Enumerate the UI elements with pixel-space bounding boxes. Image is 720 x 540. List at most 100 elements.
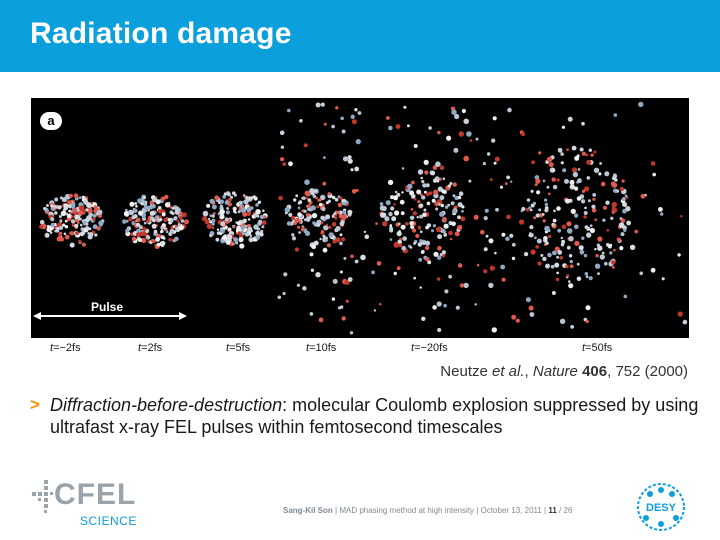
atom-dot [65,212,69,216]
atom-dot [614,178,618,182]
atom-dot [83,199,89,205]
atom-dot [73,193,79,198]
atom-dot [163,217,168,223]
atom-dot [554,262,560,268]
atom-dot [399,199,405,205]
atom-dot [168,238,172,242]
atom-dot [136,222,140,227]
atom-dot [384,216,390,222]
atom-dot [219,214,225,220]
atom-dot [360,254,366,261]
atom-dot [677,253,681,257]
atom-dot [528,305,534,311]
pulse-label: Pulse [91,300,124,314]
atom-dot [437,255,442,260]
atom-dot [402,236,407,242]
atom-dot [310,191,315,196]
atom-dot [610,181,616,187]
atom-dot [442,177,446,180]
atom-dot [50,222,55,228]
atom-dot [405,222,409,226]
atom-dot [68,193,73,198]
atom-dot [322,247,328,253]
atom-dot [596,243,600,247]
atom-dot [588,276,593,281]
atom-dot [212,204,217,210]
atom-dot [677,311,683,317]
atom-dot [122,219,127,224]
atom-dot [241,231,246,236]
pulse-arrow-icon [33,312,187,320]
atom-dot [58,215,62,218]
atom-dot [560,152,564,156]
atom-dot [418,203,424,208]
atom-dot [161,212,166,217]
atom-dot [590,153,594,157]
atom-dot [499,185,504,189]
atom-dot [545,263,550,269]
atom-dot [77,221,80,225]
atom-dot [521,206,526,212]
atom-dot [547,252,552,258]
atom-dot [483,247,488,252]
atom-dot [160,235,165,240]
atom-dot [507,107,512,113]
molecule-snapshots [39,101,688,335]
atom-dot [447,184,451,188]
atom-dot [284,207,291,213]
atom-dot [650,267,656,273]
atom-dot [510,180,513,183]
atom-dot [236,221,241,226]
atom-dot [173,216,178,220]
atom-dot [389,228,394,233]
atom-dot [573,213,579,218]
atom-dot [169,205,173,209]
atom-dot [331,124,335,129]
atom-dot [441,228,446,233]
atom-dot [62,197,66,201]
atom-dot [287,108,291,113]
atom-dot [525,207,530,212]
atom-dot [557,228,562,233]
atom-dot [606,229,610,232]
atom-dot [495,207,499,212]
atom-dot [585,275,589,278]
atom-dot [43,206,47,211]
atom-dot [158,215,162,219]
atom-dot [593,150,597,154]
atom-dot [443,303,447,308]
atom-dot [585,305,591,311]
time-label-6: t=50fs [582,342,613,354]
atom-dot [432,165,438,170]
atom-dot [312,194,316,198]
atom-dot [401,245,407,251]
atom-dot [81,242,86,247]
atom-dot [459,283,465,288]
atom-dot [143,221,147,225]
atom-dot [528,206,532,210]
atom-dot [163,226,167,230]
atom-dot [224,217,229,222]
atom-dot [255,209,261,215]
desy-wordmark: DESY [646,502,677,514]
atom-dot [371,270,375,275]
atom-dot [70,219,76,224]
atom-dot [310,205,316,211]
bullet-marker: > [30,395,40,414]
atom-dot [167,201,171,205]
atom-dot [382,221,388,227]
atom-dot [321,206,326,212]
atom-dot [449,182,453,185]
atom-dot [544,208,549,213]
atom-dot [298,200,303,204]
atom-dot [138,225,143,230]
atom-dot [258,219,263,224]
atom-dot [457,224,463,231]
atom-dot [605,200,610,205]
atom-dot [548,234,552,238]
atom-dot [457,215,461,220]
atom-dot [63,232,67,236]
atom-dot [224,200,230,205]
atom-dot [452,194,456,197]
atom-dot [566,245,571,250]
